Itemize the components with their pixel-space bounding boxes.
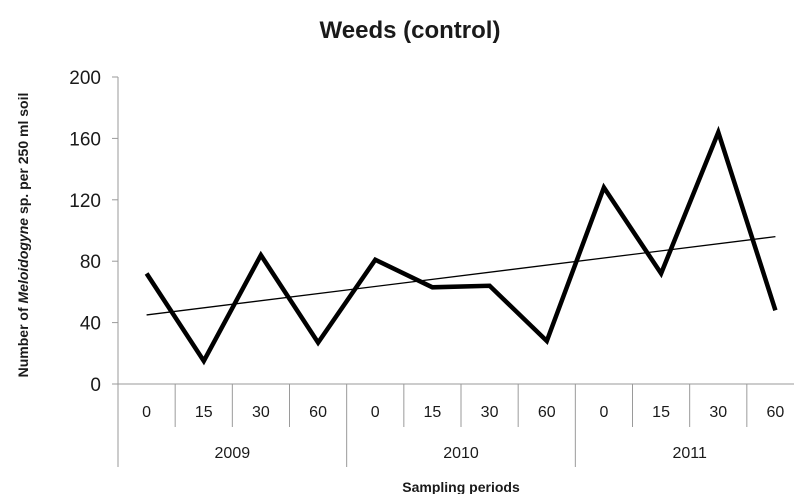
y-axis-label-part-2: sp. per 250 ml soil	[15, 93, 31, 218]
chart-title: Weeds (control)	[320, 17, 501, 44]
x-group-label-1: 2010	[443, 445, 479, 462]
y-axis: 0 40 80 120 160 200	[69, 68, 119, 396]
y-axis-label-italic: Meloidogyne	[15, 218, 31, 304]
series-line-0	[144, 125, 778, 366]
x-tick-label-7: 60	[538, 404, 556, 421]
x-tick-label-10: 30	[709, 404, 727, 421]
x-tick-label-5: 15	[424, 404, 442, 421]
x-tick-label-2: 30	[252, 404, 270, 421]
x-tick-label-0: 0	[142, 404, 151, 421]
x-tick-label-4: 0	[371, 404, 380, 421]
x-axis-label: Sampling periods	[402, 479, 520, 494]
x-tick-label-8: 0	[599, 404, 608, 421]
x-axis: 0 15 30 60 0 15 30 60 0 15 30 60 2009 2010 2011	[117, 383, 794, 467]
y-axis-label-part-1: Number of	[15, 303, 31, 377]
y-tick-label-1: 40	[80, 314, 101, 335]
x-tick-label-6: 30	[481, 404, 499, 421]
x-tick-label-9: 15	[652, 404, 670, 421]
x-group-label-0: 2009	[215, 445, 251, 462]
y-tick-label-5: 200	[69, 68, 101, 89]
y-tick-label-3: 120	[69, 191, 101, 212]
y-tick-label-4: 160	[69, 129, 101, 150]
trendline	[146, 235, 776, 316]
y-tick-label-2: 80	[80, 252, 101, 273]
plot-area	[144, 125, 778, 366]
x-group-label-2: 2011	[672, 445, 707, 462]
x-tick-label-1: 15	[195, 404, 213, 421]
x-tick-label-11: 60	[767, 404, 785, 421]
y-tick-label-0: 0	[90, 375, 101, 396]
x-tick-label-3: 60	[309, 404, 327, 421]
y-axis-label: Number of Meloidogyne sp. per 250 ml soi…	[15, 93, 31, 378]
